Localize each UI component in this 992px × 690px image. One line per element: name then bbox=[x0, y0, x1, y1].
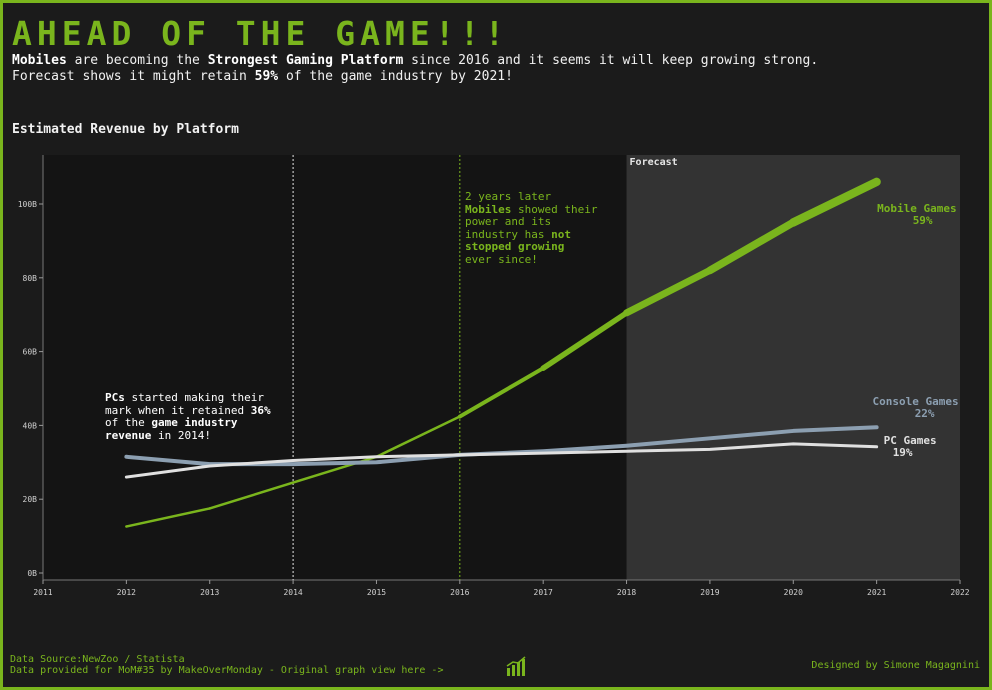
mobile-games-line-segment bbox=[789, 177, 881, 227]
console-games-share: 22% bbox=[915, 407, 935, 420]
x-tick-label: 2019 bbox=[700, 588, 719, 597]
x-tick-label: 2013 bbox=[200, 588, 219, 597]
annotation-emphasis: revenue bbox=[105, 428, 152, 442]
mobile-annotation: 2 years later Mobiles showed their power… bbox=[465, 190, 598, 266]
x-tick-label: 2014 bbox=[283, 588, 302, 597]
x-tick-label: 2021 bbox=[867, 588, 886, 597]
annotation-emphasis: game industry bbox=[151, 416, 238, 429]
pc-games-share: 19% bbox=[893, 446, 913, 459]
pc-games-label: PC Games bbox=[884, 434, 937, 447]
mobile-games-line-segment bbox=[706, 218, 798, 275]
annotation-text: ever since! bbox=[465, 252, 538, 266]
original-graph-link[interactable]: Data provided for MoM#35 by MakeOverMond… bbox=[10, 665, 444, 676]
y-tick-label: 80B bbox=[23, 274, 38, 283]
mobile-games-line-segment bbox=[208, 481, 295, 510]
x-tick-label: 2012 bbox=[117, 588, 136, 597]
forecast-label: Forecast bbox=[630, 157, 678, 168]
console-games-label: Console Games bbox=[873, 395, 959, 408]
annotation-emphasis: Mobiles bbox=[465, 202, 512, 216]
chart-title: Estimated Revenue by Platform bbox=[12, 122, 239, 137]
x-tick-label: 2018 bbox=[617, 588, 636, 597]
x-tick-label: 2017 bbox=[534, 588, 553, 597]
annotation-text: of the bbox=[105, 416, 152, 429]
annotation-emphasis: 36% bbox=[250, 403, 271, 417]
subtitle-emphasis: Mobiles bbox=[12, 53, 67, 68]
mobile-games-label: Mobile Games bbox=[877, 202, 956, 215]
y-tick-label: 0B bbox=[27, 569, 37, 578]
pc-games-line bbox=[124, 442, 879, 479]
data-source-text: Data Source:NewZoo / Statista bbox=[10, 654, 185, 665]
annotation-emphasis: PCs bbox=[105, 391, 125, 404]
y-tick-label: 20B bbox=[23, 495, 38, 504]
annotation-text: power and its bbox=[465, 215, 552, 228]
annotation-text: 2 years later bbox=[465, 190, 552, 203]
subtitle-line-2: Forecast shows it might retain 59% of th… bbox=[12, 69, 818, 85]
x-tick-label: 2015 bbox=[367, 588, 386, 597]
subtitle-emphasis: 59% bbox=[254, 69, 279, 84]
mobile-games-line-segment bbox=[125, 507, 211, 528]
bar-chart-icon[interactable] bbox=[506, 656, 528, 676]
subtitle-emphasis: Strongest Gaming Platform bbox=[207, 53, 404, 68]
designer-credit: Designed by Simone Magagnini bbox=[811, 660, 980, 671]
mobile-games-line-segment bbox=[375, 415, 462, 459]
annotation-text: in 2014! bbox=[151, 428, 211, 442]
y-tick-label: 60B bbox=[23, 348, 38, 357]
annotation-text: showed their bbox=[511, 202, 598, 216]
mobile-games-line-segment bbox=[540, 310, 630, 371]
pc-annotation: PCs started making their mark when it re… bbox=[105, 391, 271, 442]
annotation-emphasis: stopped growing bbox=[465, 240, 565, 253]
y-tick-label: 40B bbox=[23, 421, 38, 430]
mobile-games-line-segment bbox=[457, 366, 546, 419]
subtitle-text: Forecast shows it might retain bbox=[12, 69, 255, 84]
annotation-text: industry has bbox=[465, 227, 552, 241]
subtitle-text: are becoming the bbox=[66, 53, 208, 68]
y-tick-label: 100B bbox=[18, 200, 37, 209]
x-tick-label: 2011 bbox=[33, 588, 52, 597]
subtitle-text: of the game industry by 2021! bbox=[278, 69, 513, 84]
subtitle: Mobiles are becoming the Strongest Gamin… bbox=[12, 53, 818, 85]
mobile-games-share: 59% bbox=[913, 214, 933, 227]
subtitle-line-1: Mobiles are becoming the Strongest Gamin… bbox=[12, 53, 818, 69]
footer-source: Data Source:NewZoo / Statista Data provi… bbox=[10, 654, 443, 676]
annotation-text: started making their bbox=[124, 391, 264, 404]
x-tick-label: 2020 bbox=[784, 588, 803, 597]
x-tick-label: 2022 bbox=[950, 588, 969, 597]
annotation-emphasis: not bbox=[551, 227, 571, 241]
mobile-games-line-segment bbox=[623, 266, 714, 317]
x-tick-label: 2016 bbox=[450, 588, 469, 597]
annotation-text: mark when it retained bbox=[105, 403, 251, 417]
subtitle-text: since 2016 and it seems it will keep gro… bbox=[403, 53, 819, 68]
page-title: AHEAD OF THE GAME!!! bbox=[12, 14, 510, 53]
